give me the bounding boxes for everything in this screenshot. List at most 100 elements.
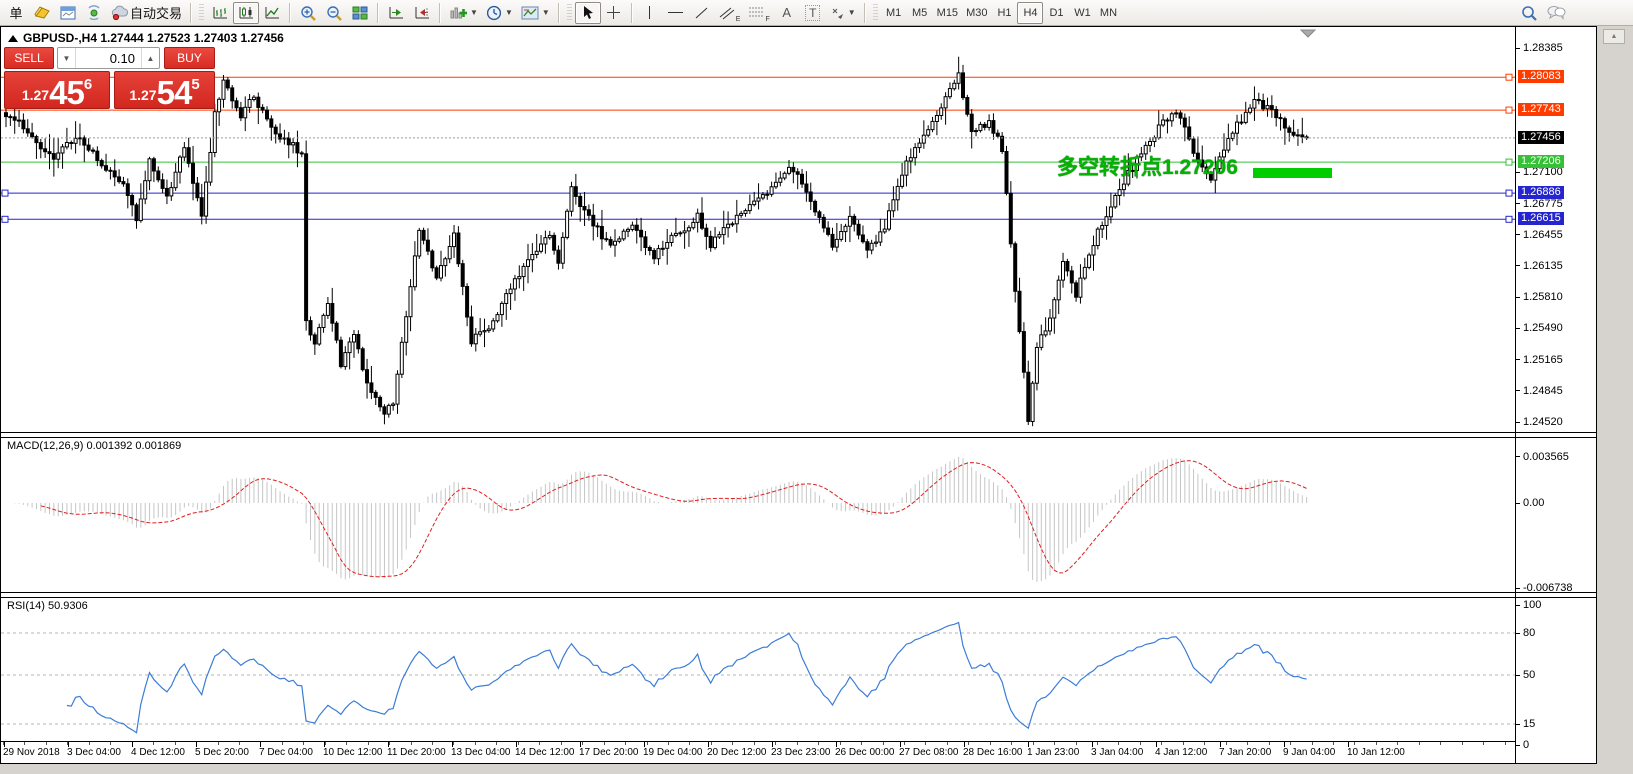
sell-price-sup: 6 (83, 76, 93, 93)
toolbar-grip[interactable] (872, 3, 878, 22)
volume-input[interactable]: 0.10 (109, 50, 135, 66)
time-axis-major-tick (1092, 742, 1093, 747)
trendline-tool-button[interactable] (689, 2, 715, 24)
vertical-line-tool-button[interactable] (637, 2, 663, 24)
vertical-line-icon (644, 5, 655, 20)
tile-windows-button[interactable] (347, 2, 373, 24)
zoom-in-button[interactable] (295, 2, 321, 24)
sell-price-box[interactable]: 1.27 45 6 (4, 71, 110, 109)
time-axis-tick (689, 742, 691, 745)
price-axis-label: 1.26455 (1523, 228, 1563, 241)
zoom-in-icon (300, 5, 317, 21)
time-axis-tick (1504, 742, 1506, 745)
search-button[interactable] (1516, 2, 1542, 24)
rsi-axis-label: 0 (1523, 739, 1530, 751)
timeframe-button-m5[interactable]: M5 (912, 6, 928, 19)
time-axis-major-tick (1284, 742, 1285, 747)
buy-price-box[interactable]: 1.27 54 5 (114, 71, 215, 109)
toolbar-grip[interactable] (199, 3, 205, 22)
crosshair-tool-button[interactable] (601, 2, 627, 24)
chat-button[interactable] (1542, 2, 1570, 24)
time-axis-tick (67, 742, 69, 745)
toolbar-separator (439, 2, 442, 23)
chart-window-button[interactable] (55, 2, 81, 24)
zoom-out-button[interactable] (321, 2, 347, 24)
templates-button[interactable]: ▼ (517, 2, 554, 24)
timeframe-button-h1[interactable]: H1 (997, 6, 1012, 19)
auto-scroll-button[interactable] (383, 2, 409, 24)
fibonacci-tool-button[interactable]: F (744, 2, 773, 24)
sell-button[interactable]: SELL (4, 47, 54, 69)
text-tool-button[interactable]: A (774, 2, 800, 24)
channel-tool-button[interactable]: E (715, 2, 745, 24)
toolbar-separator (190, 2, 193, 23)
timeframe-button-mn[interactable]: MN (1099, 6, 1118, 19)
price-axis-tick (1516, 390, 1520, 392)
panel-splitter[interactable] (1, 592, 1596, 598)
candlestick-chart-button[interactable] (233, 1, 260, 24)
time-axis-tick (517, 742, 519, 745)
rsi-indicator-chart[interactable] (1, 598, 1515, 742)
timeframe-button-m1[interactable]: M1 (886, 6, 902, 19)
volume-decrease-button[interactable]: ▼ (58, 48, 76, 68)
time-axis-major-tick (772, 742, 773, 747)
time-axis-major-tick (964, 742, 965, 747)
time-axis-tick (925, 742, 927, 745)
dropdown-arrow-icon[interactable]: ▼ (504, 8, 513, 17)
text-label-tool-button[interactable]: T (800, 2, 826, 24)
indicators-icon (449, 5, 468, 20)
time-axis[interactable]: 29 Nov 2018 3 Dec 04:00 4 Dec 12:00 5 Dec 2… (1, 741, 1515, 763)
date-label: 3 Jan 04:00 (1091, 747, 1144, 758)
time-axis-tick (1397, 742, 1399, 745)
periods-button[interactable]: ▼ (482, 2, 517, 24)
label-tool-letter: T (805, 4, 821, 21)
bar-chart-button[interactable] (207, 2, 233, 24)
panel-splitter[interactable] (1, 432, 1596, 438)
timeframe-button-m30[interactable]: M30 (966, 6, 988, 19)
price-axis-tick (1516, 47, 1520, 49)
scroll-up-button[interactable]: ▲ (1603, 29, 1625, 44)
price-axis[interactable]: 1.28385 1.27100 1.26775 1.26455 1.26135 1.258… (1516, 27, 1596, 763)
time-axis-tick (1440, 742, 1442, 745)
date-label: 4 Dec 12:00 (131, 747, 185, 758)
chat-bubbles-icon (1546, 5, 1566, 20)
dropdown-arrow-icon[interactable]: ▼ (847, 8, 856, 17)
time-axis-tick (389, 742, 391, 745)
time-axis-major-tick (324, 742, 325, 747)
toolbar-grip[interactable] (566, 3, 572, 22)
timeframe-button-h4[interactable]: H4 (1017, 1, 1044, 24)
autotrading-button[interactable]: 自动交易 (107, 2, 186, 24)
time-axis-tick (1375, 742, 1377, 745)
arrows-tool-button[interactable]: ▼ (826, 2, 860, 24)
price-axis-label: 1.28385 (1523, 42, 1563, 54)
timeframe-button-m15[interactable]: M15 (936, 6, 959, 19)
time-axis-tick (861, 742, 862, 745)
crosshair-icon (606, 5, 621, 20)
time-axis-major-tick (68, 742, 69, 747)
horizontal-line-tool-button[interactable] (663, 2, 689, 24)
cursor-tool-button[interactable] (574, 1, 601, 24)
market-watch-button[interactable] (29, 2, 55, 24)
main-price-chart[interactable] (1, 27, 1515, 432)
new-order-button[interactable]: 单 (3, 2, 29, 24)
pivot-annotation-text[interactable]: 多空转折点1.27206 (1057, 156, 1238, 179)
time-axis-tick (1332, 742, 1334, 745)
signals-button[interactable] (81, 2, 107, 24)
time-axis-tick (238, 742, 240, 745)
macd-indicator-chart[interactable] (1, 438, 1515, 593)
buy-button[interactable]: BUY (164, 47, 215, 69)
volume-increase-button[interactable]: ▲ (141, 48, 159, 68)
line-chart-button[interactable] (259, 2, 285, 24)
price-axis-tick (1516, 171, 1520, 173)
chart-shift-button[interactable] (409, 2, 435, 24)
macd-label: MACD(12,26,9) 0.001392 0.001869 (7, 440, 182, 452)
dropdown-arrow-icon[interactable]: ▼ (470, 8, 478, 17)
timeframe-button-d1[interactable]: D1 (1049, 6, 1064, 19)
timeframe-button-w1[interactable]: W1 (1074, 6, 1091, 19)
dropdown-arrow-icon[interactable]: ▼ (541, 8, 550, 17)
time-axis-tick (968, 742, 970, 745)
indicators-button[interactable]: ▼ (445, 2, 482, 24)
chart-plot-area[interactable]: GBPUSD-,H4 1.27444 1.27523 1.27403 1.274… (1, 27, 1596, 763)
date-label: 3 Dec 04:00 (67, 747, 121, 758)
